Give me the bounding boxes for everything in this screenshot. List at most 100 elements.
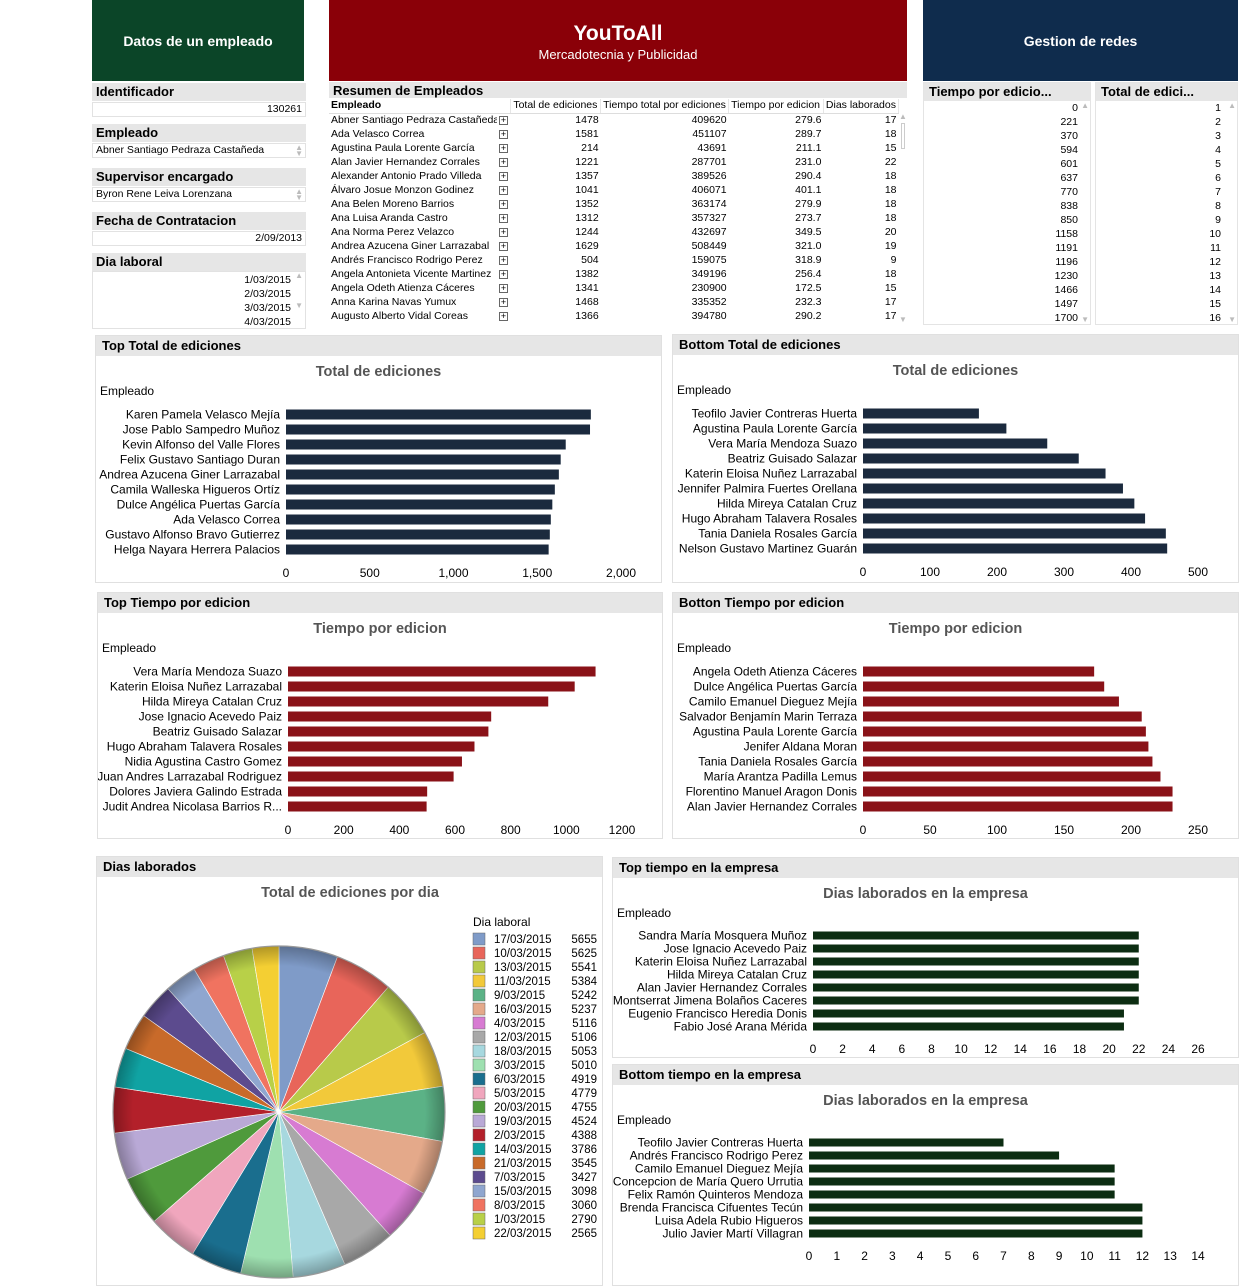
work-day-list[interactable]: 1/03/2015 2/03/2015 3/03/2015 4/03/2015 ▲ ▼ — [92, 271, 306, 329]
bar[interactable] — [863, 408, 979, 419]
bar[interactable] — [863, 423, 1007, 434]
bar[interactable] — [286, 424, 591, 435]
bar[interactable] — [863, 498, 1135, 509]
table-row[interactable]: Alan Javier Hernandez Corrales +1221 28770… — [329, 155, 899, 169]
bar[interactable] — [863, 438, 1048, 449]
list-item[interactable]: 370 — [1060, 130, 1078, 142]
bar[interactable] — [863, 726, 1146, 737]
bar[interactable] — [863, 528, 1166, 539]
list-item[interactable]: 10 — [1209, 228, 1221, 240]
list-item[interactable]: 594 — [1060, 144, 1078, 156]
list-item[interactable]: 601 — [1060, 158, 1078, 170]
bar[interactable] — [813, 931, 1139, 940]
column-header[interactable]: Tiempo por edicion — [728, 99, 824, 114]
expand-icon[interactable]: + — [499, 282, 508, 293]
list-item[interactable]: 1191 — [1055, 242, 1078, 254]
bar[interactable] — [809, 1151, 1060, 1160]
bar[interactable] — [863, 696, 1119, 707]
bar[interactable] — [809, 1203, 1143, 1212]
bar[interactable] — [813, 983, 1139, 992]
bar[interactable] — [286, 544, 549, 555]
bar[interactable] — [809, 1138, 1004, 1147]
expand-icon[interactable]: + — [499, 128, 508, 139]
bar[interactable] — [863, 513, 1146, 524]
work-day-item[interactable]: 2/03/2015 — [244, 288, 291, 300]
bar[interactable] — [809, 1177, 1115, 1186]
list-item[interactable]: 0 — [1072, 102, 1078, 114]
work-day-item[interactable]: 1/03/2015 — [244, 274, 291, 286]
bar[interactable] — [286, 529, 550, 540]
bar[interactable] — [288, 741, 475, 752]
table-row[interactable]: Ada Velasco Correa +1581 451107 289.7 18 — [329, 127, 899, 141]
bar[interactable] — [288, 666, 596, 677]
scroll-arrows-icon[interactable]: ▲ ▼ — [295, 143, 303, 158]
table-row[interactable]: Ana Luisa Aranda Castro +1312 357327 273.7 1… — [329, 211, 899, 225]
expand-icon[interactable]: + — [499, 184, 508, 195]
list-item[interactable]: 8 — [1215, 200, 1221, 212]
list-item[interactable]: 16 — [1209, 312, 1221, 324]
list-item[interactable]: 1196 — [1055, 256, 1078, 268]
table-row[interactable]: Agustina Paula Lorente García +214 43691 21… — [329, 141, 899, 155]
bar[interactable] — [288, 681, 575, 692]
bar[interactable] — [863, 741, 1149, 752]
bar[interactable] — [288, 756, 462, 767]
expand-icon[interactable]: + — [499, 212, 508, 223]
list-item[interactable]: 15 — [1209, 298, 1221, 310]
table-row[interactable]: Ana Belen Moreno Barrios +1352 363174 279.9… — [329, 197, 899, 211]
bar[interactable] — [863, 483, 1123, 494]
list-item[interactable]: 838 — [1060, 200, 1078, 212]
list-item[interactable]: 11 — [1210, 242, 1221, 254]
bar[interactable] — [288, 726, 489, 737]
scroll-arrows-icon[interactable]: ▲ ▼ — [295, 187, 303, 202]
table-row[interactable]: Augusto Alberto Vidal Coreas +1366 394780 2… — [329, 309, 899, 323]
table-row[interactable]: Ana Norma Perez Velazco +1244 432697 349.5 2… — [329, 225, 899, 239]
bar[interactable] — [863, 681, 1105, 692]
employee-select[interactable]: Abner Santiago Pedraza Castañeda ▲ ▼ — [92, 143, 306, 158]
bar[interactable] — [288, 801, 427, 812]
table-row[interactable]: Álvaro Josue Monzon Godinez +1041 406071 40… — [329, 183, 899, 197]
list-item[interactable]: 770 — [1060, 186, 1078, 198]
bar[interactable] — [863, 801, 1173, 812]
work-day-item[interactable]: 3/03/2015 — [244, 302, 291, 314]
bar[interactable] — [286, 454, 561, 465]
expand-icon[interactable]: + — [499, 240, 508, 251]
expand-icon[interactable]: + — [499, 310, 508, 321]
hire-date-field[interactable]: 2/09/2013 — [92, 231, 306, 246]
bar[interactable] — [863, 711, 1142, 722]
bar[interactable] — [286, 499, 553, 510]
list-item[interactable]: 3 — [1215, 130, 1221, 142]
supervisor-select[interactable]: Byron Rene Leiva Lorenzana ▲ ▼ — [92, 187, 306, 202]
identifier-field[interactable]: 130261 — [92, 102, 306, 117]
list-item[interactable]: 9 — [1215, 214, 1221, 226]
bar[interactable] — [863, 543, 1168, 554]
bar[interactable] — [809, 1229, 1143, 1238]
bar[interactable] — [863, 756, 1153, 767]
table-row[interactable]: Alexander Antonio Prado Villeda +1357 3895… — [329, 169, 899, 183]
expand-icon[interactable]: + — [499, 170, 508, 181]
expand-icon[interactable]: + — [499, 198, 508, 209]
list-item[interactable]: 850 — [1060, 214, 1078, 226]
bar[interactable] — [288, 771, 454, 782]
column-header[interactable]: Total de ediciones — [510, 99, 602, 114]
expand-icon[interactable]: + — [499, 142, 508, 153]
work-day-item[interactable]: 4/03/2015 — [244, 316, 291, 328]
expand-icon[interactable]: + — [499, 268, 508, 279]
bar[interactable] — [286, 469, 559, 480]
list-item[interactable]: 2 — [1215, 116, 1221, 128]
bar[interactable] — [813, 970, 1139, 979]
scroll-up-icon[interactable]: ▲ — [1228, 101, 1236, 110]
bar[interactable] — [813, 1009, 1124, 1018]
column-header[interactable]: Dias laborados — [823, 99, 900, 114]
list-item[interactable]: 13 — [1209, 270, 1221, 282]
expand-icon[interactable]: + — [499, 226, 508, 237]
bar[interactable] — [863, 771, 1161, 782]
tiempo-list[interactable]: 0 221 370 594 601 637 770 838 850 1158 1191 1196 123… — [924, 101, 1084, 325]
bar[interactable] — [288, 696, 549, 707]
scroll-up-icon[interactable]: ▲ — [1081, 101, 1089, 110]
bar[interactable] — [809, 1216, 1143, 1225]
bar[interactable] — [809, 1190, 1115, 1199]
list-item[interactable]: 1 — [1215, 102, 1221, 114]
column-header[interactable]: Tiempo total por ediciones — [600, 99, 730, 114]
list-item[interactable]: 4 — [1215, 144, 1221, 156]
bar[interactable] — [286, 439, 566, 450]
